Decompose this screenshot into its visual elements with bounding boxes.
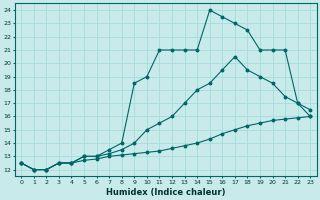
X-axis label: Humidex (Indice chaleur): Humidex (Indice chaleur) bbox=[106, 188, 226, 197]
